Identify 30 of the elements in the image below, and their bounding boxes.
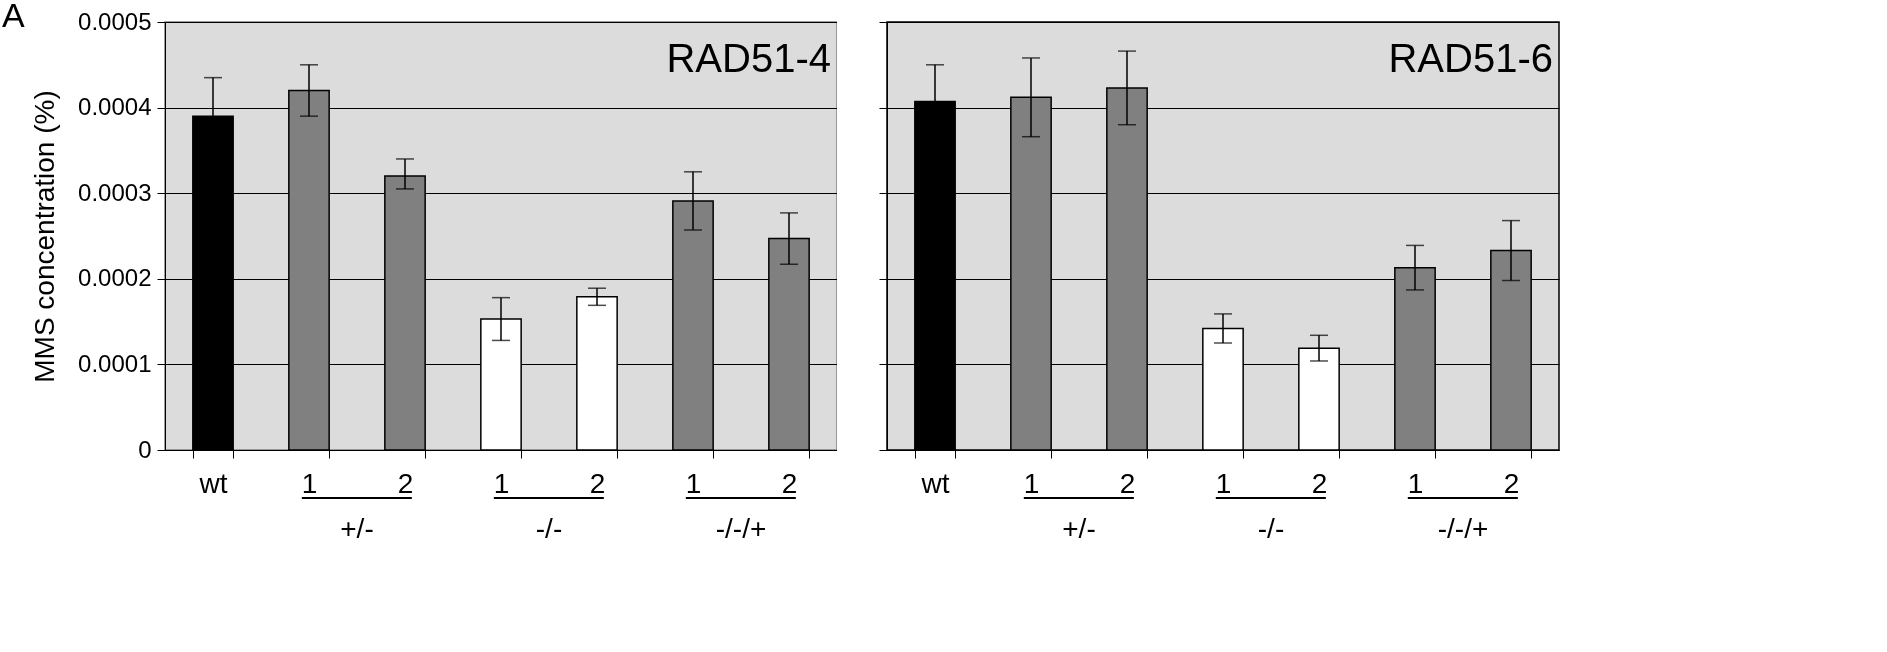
x-tick-label: 1 bbox=[1023, 467, 1040, 499]
x-tick-label: 2 bbox=[1311, 467, 1328, 499]
x-tick-label: 1 bbox=[1407, 467, 1424, 499]
chart-title: RAD51-4 bbox=[666, 36, 831, 80]
text: +/- bbox=[301, 497, 413, 545]
text: -/-/+ bbox=[1407, 497, 1519, 545]
text: A bbox=[2, 0, 25, 35]
y-tick-label: 0.0001 bbox=[78, 349, 152, 377]
chart-title: RAD51-6 bbox=[1388, 36, 1553, 80]
x-tick-label: 2 bbox=[1119, 467, 1136, 499]
x-tick-label: 1 bbox=[301, 467, 318, 499]
y-tick-label: 0.0003 bbox=[78, 178, 152, 206]
x-tick-label: 2 bbox=[397, 467, 414, 499]
x-tick-label: 2 bbox=[781, 467, 798, 499]
text: -/- bbox=[493, 497, 605, 545]
x-tick-label: wt bbox=[920, 467, 950, 499]
text: -/-/+ bbox=[685, 497, 797, 545]
y-tick-label: 0.0004 bbox=[78, 93, 152, 121]
y-tick-label: 0 bbox=[138, 435, 152, 463]
y-axis-title: MMS concentration (%) bbox=[29, 90, 61, 383]
x-tick-label: 1 bbox=[493, 467, 510, 499]
x-tick-label: 1 bbox=[685, 467, 702, 499]
x-tick-label: 2 bbox=[1503, 467, 1520, 499]
text: -/- bbox=[1215, 497, 1327, 545]
y-tick-label: 0.0005 bbox=[78, 7, 152, 35]
x-tick-label: 2 bbox=[589, 467, 606, 499]
x-tick-label: wt bbox=[198, 467, 228, 499]
text: +/- bbox=[1023, 497, 1135, 545]
y-tick-label: 0.0002 bbox=[78, 264, 152, 292]
x-tick-label: 1 bbox=[1215, 467, 1232, 499]
